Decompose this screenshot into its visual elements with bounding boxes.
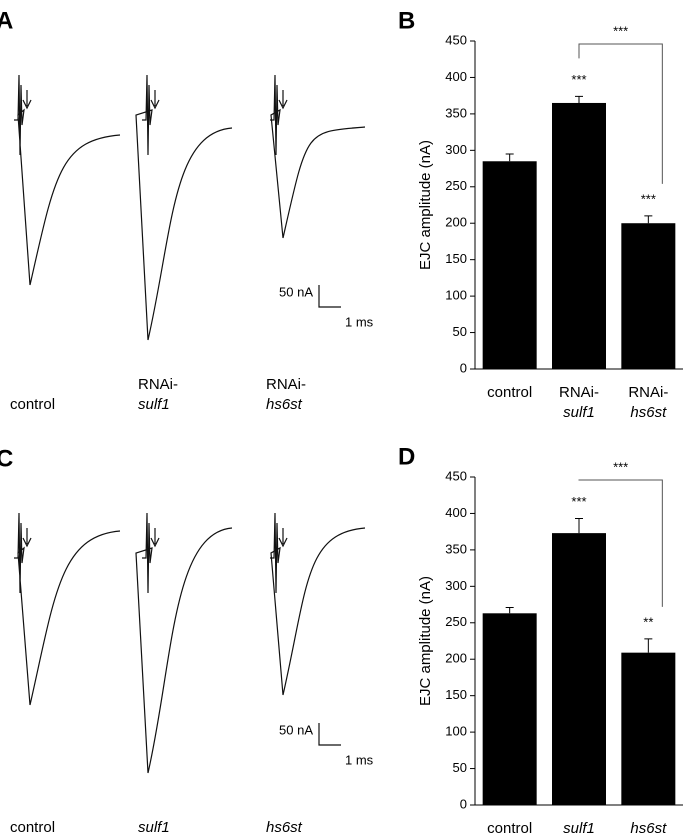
panel-letter: D: [398, 443, 415, 470]
stimulus-arrow: [278, 528, 288, 548]
trace-label: sulf1: [138, 819, 170, 836]
error-bar: [575, 518, 583, 534]
trace-label: sulf1: [138, 396, 170, 413]
comparison-label: ***: [613, 459, 628, 474]
x-tick-label: hs6st: [630, 404, 667, 421]
stimulus-arrow: [278, 90, 288, 110]
bar: [552, 533, 606, 805]
y-tick-label: 50: [453, 760, 467, 775]
y-tick-label: 200: [445, 215, 467, 230]
y-tick-label: 150: [445, 251, 467, 266]
y-tick-label: 250: [445, 178, 467, 193]
y-tick-label: 250: [445, 614, 467, 629]
x-tick-label: hs6st: [630, 820, 667, 837]
x-tick-label: control: [487, 384, 532, 401]
stimulus-arrow: [22, 528, 32, 548]
y-tick-label: 200: [445, 651, 467, 666]
current-trace: [14, 512, 121, 706]
y-axis-label: EJC amplitude (nA): [417, 576, 434, 706]
error-bar: [575, 95, 583, 103]
y-tick-label: 100: [445, 288, 467, 303]
bar: [621, 223, 676, 369]
trace-label: hs6st: [266, 396, 303, 413]
scale-y-label: 50 nA: [279, 284, 313, 299]
scale-bar: [318, 723, 341, 746]
y-tick-label: 300: [445, 142, 467, 157]
current-trace: [135, 512, 233, 774]
stimulus-arrow: [150, 90, 160, 110]
current-trace: [14, 74, 121, 286]
error-bar: [644, 215, 653, 224]
current-trace: [135, 74, 233, 341]
y-tick-label: 350: [445, 105, 467, 120]
y-tick-label: 450: [445, 468, 467, 483]
bar: [482, 613, 537, 805]
y-axis-label: EJC amplitude (nA): [417, 140, 434, 270]
panel-letter: A: [0, 7, 13, 34]
stimulus-arrow: [150, 528, 160, 548]
x-tick-label: sulf1: [563, 404, 595, 421]
trace-label: control: [10, 819, 55, 836]
bar: [552, 102, 606, 369]
y-tick-label: 0: [460, 796, 467, 811]
x-tick-label: sulf1: [563, 820, 595, 837]
scale-x-label: 1 ms: [345, 314, 374, 329]
trace-label: hs6st: [266, 819, 303, 836]
current-trace: [270, 74, 366, 239]
panel-letter: B: [398, 7, 415, 34]
y-tick-label: 0: [460, 360, 467, 375]
current-trace: [270, 512, 366, 696]
significance-label: **: [643, 614, 653, 629]
x-tick-label: RNAi-: [628, 384, 668, 401]
comparison-bracket: [578, 479, 663, 607]
y-tick-label: 350: [445, 541, 467, 556]
y-tick-label: 450: [445, 32, 467, 47]
y-tick-label: 50: [453, 324, 467, 339]
x-tick-label: RNAi-: [559, 384, 599, 401]
stimulus-arrow: [22, 90, 32, 110]
error-bar: [505, 606, 514, 614]
scale-bar: [318, 285, 341, 308]
x-tick-label: control: [487, 820, 532, 837]
comparison-label: ***: [613, 23, 628, 38]
trace-label: control: [10, 396, 55, 413]
bar: [482, 161, 537, 369]
trace-label: RNAi-: [266, 376, 306, 393]
significance-label: ***: [571, 72, 586, 87]
trace-label: RNAi-: [138, 376, 178, 393]
scale-y-label: 50 nA: [279, 722, 313, 737]
y-tick-label: 100: [445, 724, 467, 739]
y-tick-label: 150: [445, 687, 467, 702]
significance-label: ***: [571, 494, 586, 509]
bar: [621, 652, 676, 805]
significance-label: ***: [641, 191, 656, 206]
panel-letter: C: [0, 445, 13, 472]
error-bar: [644, 638, 653, 653]
y-tick-label: 300: [445, 578, 467, 593]
comparison-bracket: [578, 43, 663, 184]
y-tick-label: 400: [445, 505, 467, 520]
error-bar: [505, 153, 514, 162]
scale-x-label: 1 ms: [345, 752, 374, 767]
y-tick-label: 400: [445, 69, 467, 84]
